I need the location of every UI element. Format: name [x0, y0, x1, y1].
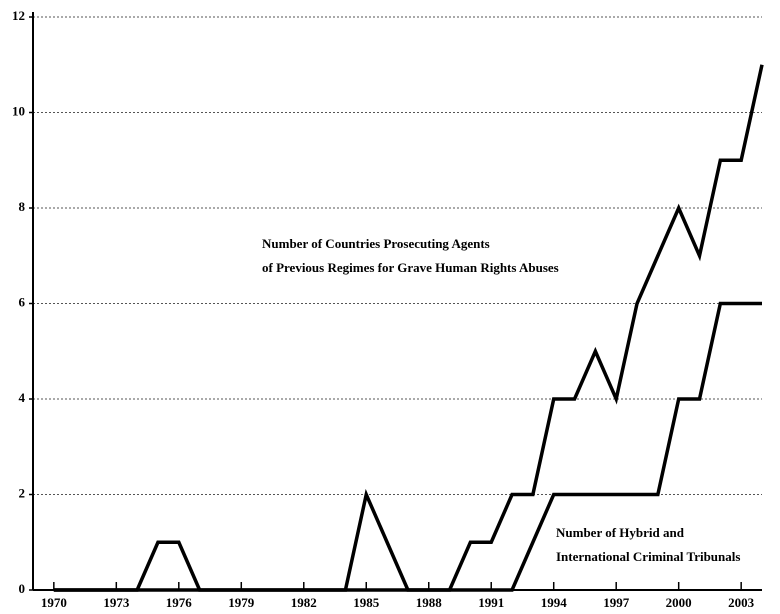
x-tick-label: 1973 — [103, 595, 130, 610]
x-tick-label: 2000 — [666, 595, 692, 610]
x-tick-label: 1982 — [291, 595, 317, 610]
x-tick-label: 2003 — [728, 595, 755, 610]
series-line — [53, 64, 764, 592]
x-tick-label: 1970 — [41, 595, 67, 610]
x-tick-label: 1985 — [353, 595, 380, 610]
annotation: International Criminal Tribunals — [556, 549, 740, 564]
x-tick-label: 1979 — [228, 595, 255, 610]
annotation: of Previous Regimes for Grave Human Righ… — [262, 260, 559, 275]
y-tick-label: 8 — [19, 199, 26, 214]
x-tick-label: 1976 — [166, 595, 193, 610]
x-tick-label: 1988 — [416, 595, 443, 610]
annotation: Number of Hybrid and — [556, 525, 685, 540]
annotation: Number of Countries Prosecuting Agents — [262, 236, 490, 251]
x-tick-label: 1997 — [603, 595, 630, 610]
series-line — [53, 301, 762, 592]
y-tick-label: 2 — [19, 485, 26, 500]
y-tick-label: 4 — [19, 390, 26, 405]
y-tick-label: 10 — [12, 103, 25, 118]
y-tick-label: 6 — [19, 294, 26, 309]
x-tick-label: 1991 — [478, 595, 504, 610]
y-tick-label: 0 — [19, 581, 26, 596]
x-tick-label: 1994 — [541, 595, 568, 610]
y-tick-label: 12 — [12, 8, 25, 23]
